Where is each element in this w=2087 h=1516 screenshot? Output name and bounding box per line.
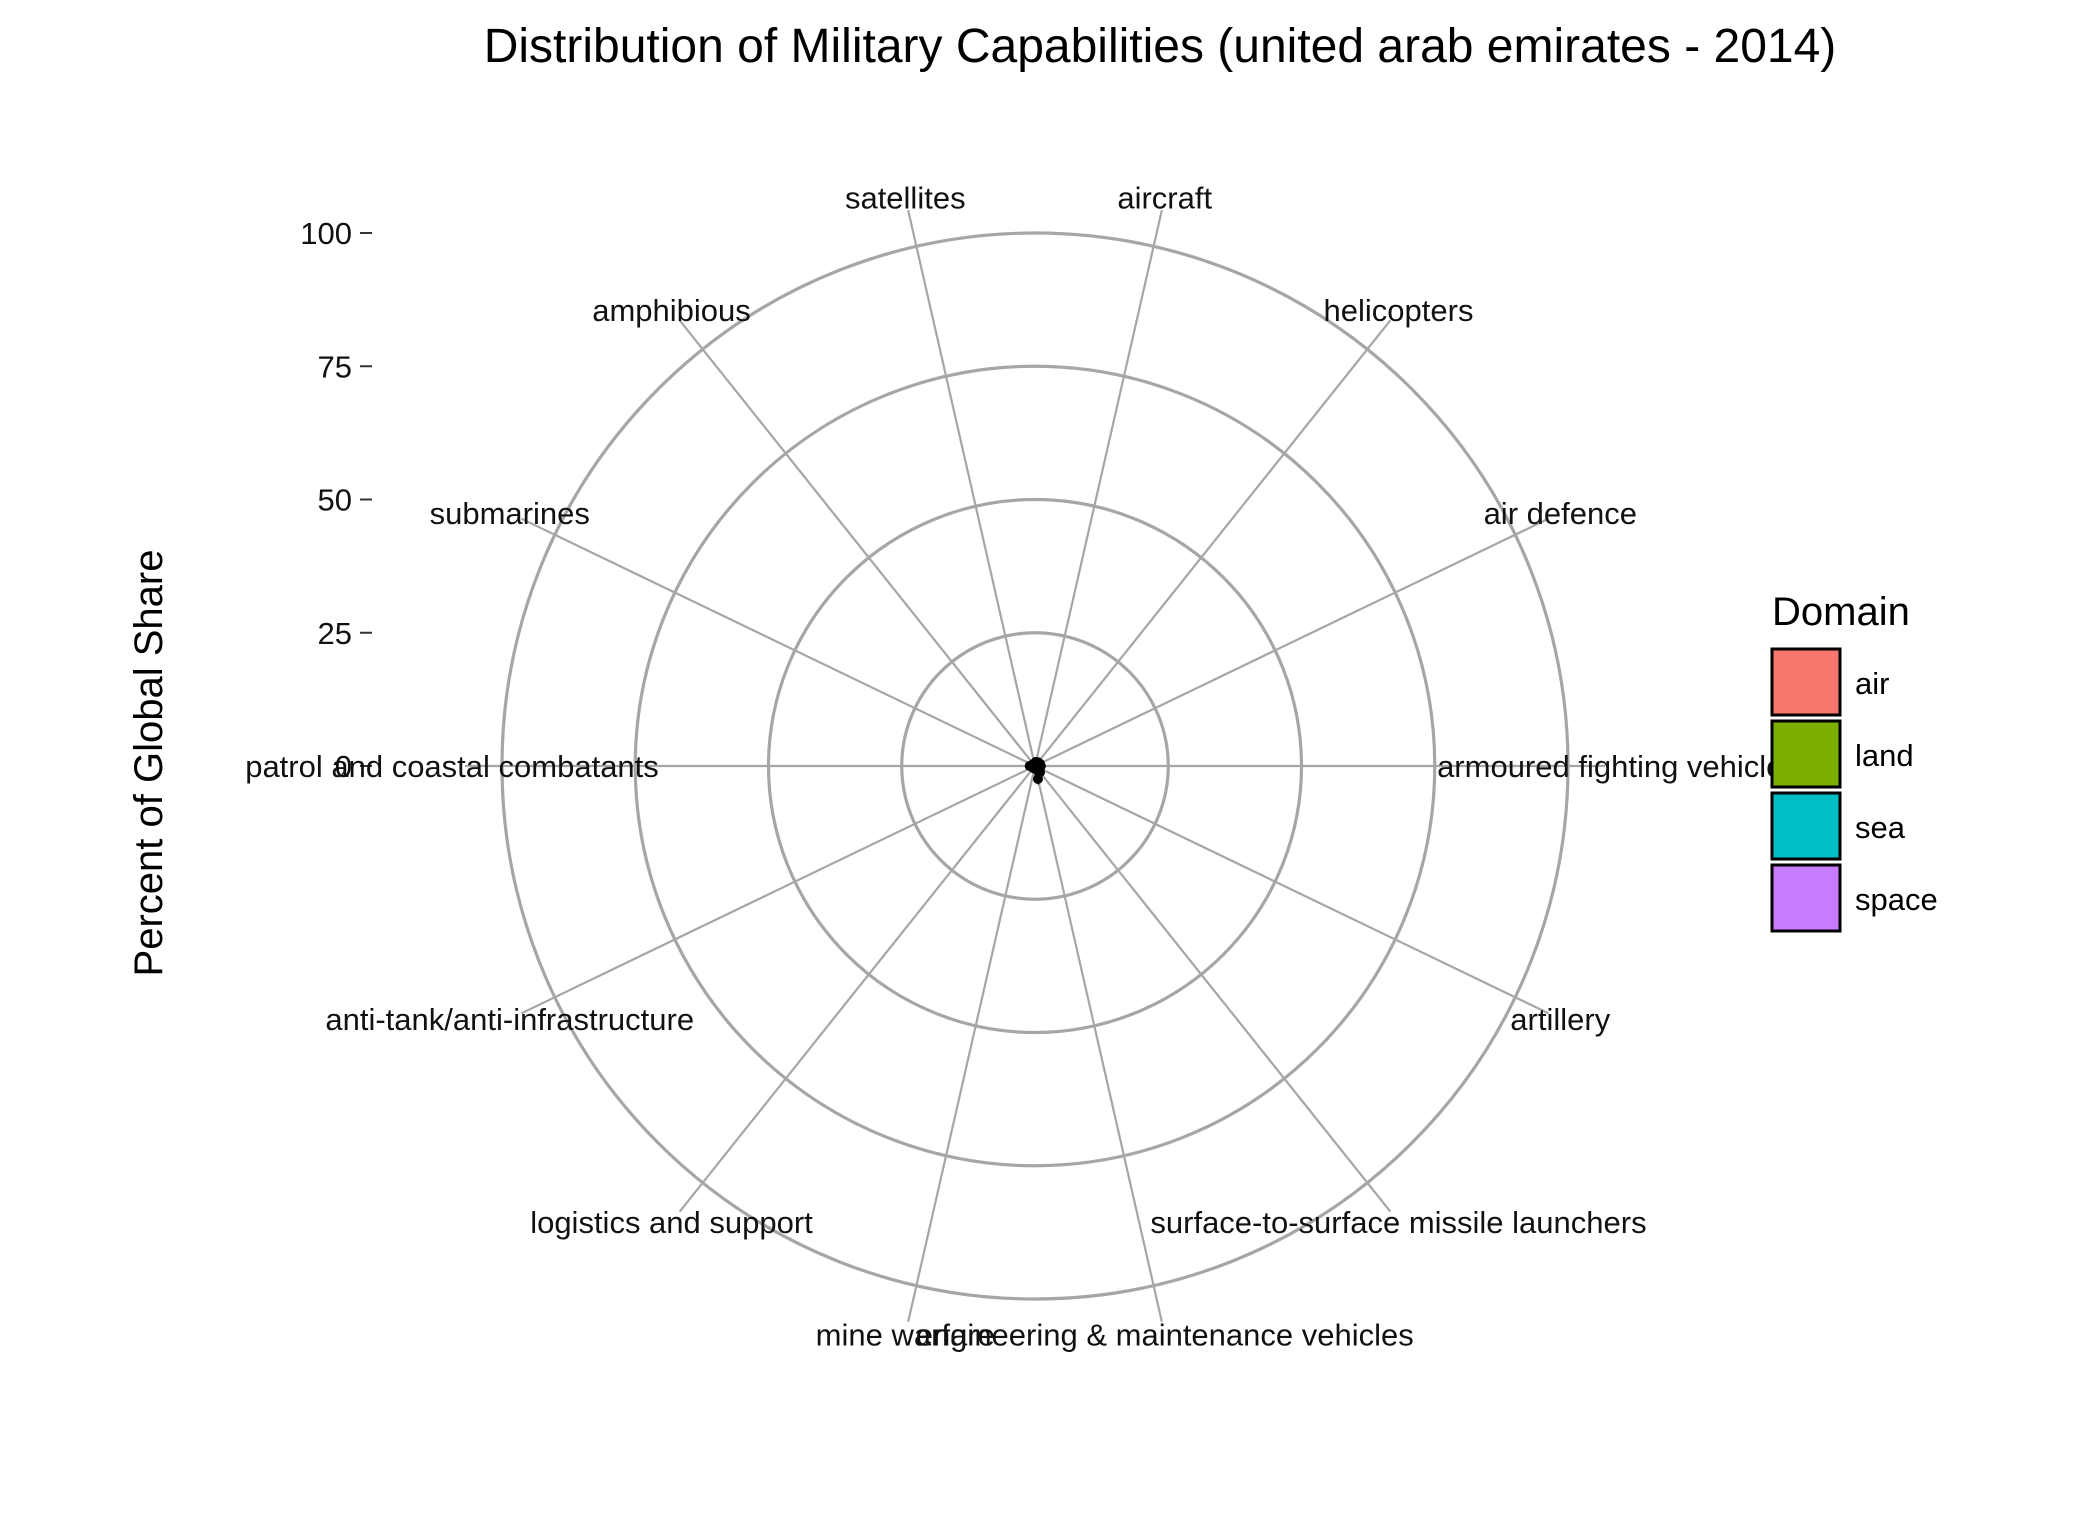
legend-label-land: land	[1855, 738, 1914, 773]
category-label: amphibious	[592, 293, 751, 328]
legend-swatch-sea	[1770, 791, 1842, 861]
legend-title: Domain	[1772, 590, 1910, 634]
spoke-line	[678, 765, 1036, 1213]
category-label: armoured fighting vehicles	[1437, 749, 1799, 784]
y-tick-label: 50	[318, 483, 352, 518]
y-axis-ticks: 0 25 50 75 100	[300, 216, 372, 784]
y-tick-label: 25	[318, 616, 352, 651]
legend-label-space: space	[1855, 882, 1938, 917]
spoke-line	[907, 210, 1037, 767]
spoke-line	[1034, 319, 1392, 767]
category-label: surface-to-surface missile launchers	[1150, 1205, 1646, 1240]
category-label: artillery	[1510, 1002, 1610, 1037]
category-labels: aircraft helicopters air defence armoured f…	[245, 181, 1799, 1353]
y-tick-label: 75	[318, 349, 352, 384]
legend-swatch-air	[1770, 647, 1842, 717]
data-point	[1030, 761, 1040, 771]
spoke-line	[1033, 765, 1163, 1322]
category-label: aircraft	[1117, 181, 1212, 216]
y-axis-label: Percent of Global Share	[127, 550, 171, 977]
data-point	[1032, 773, 1043, 784]
legend-swatch-space	[1770, 863, 1842, 933]
category-label: engineering & maintenance vehicles	[916, 1317, 1414, 1352]
spoke-line	[678, 319, 1036, 767]
spoke-line	[1033, 210, 1163, 767]
legend-label-sea: sea	[1855, 810, 1906, 845]
spoke-line	[520, 517, 1036, 767]
legend: Domain air land sea space	[1770, 590, 1938, 933]
y-tick-label: 0	[335, 749, 352, 784]
legend-label-air: air	[1855, 666, 1889, 701]
chart-title: Distribution of Military Capabilities (u…	[484, 20, 1837, 73]
radial-grid	[465, 210, 1605, 1322]
spoke-line	[1034, 517, 1550, 767]
y-tick-label: 100	[300, 216, 352, 251]
data-series	[1024, 756, 1046, 786]
spoke-line	[907, 765, 1037, 1322]
category-label: anti-tank/anti-infrastructure	[325, 1002, 694, 1037]
category-label: air defence	[1484, 496, 1637, 531]
category-label: patrol and coastal combatants	[245, 749, 659, 784]
category-label: satellites	[845, 181, 966, 216]
category-label: mine warfare	[816, 1317, 995, 1352]
category-label: helicopters	[1324, 293, 1474, 328]
spoke-line	[1034, 765, 1392, 1213]
legend-swatch-land	[1770, 719, 1842, 789]
spoke-line	[520, 765, 1036, 1015]
category-label: logistics and support	[530, 1205, 813, 1240]
spoke-line	[1034, 765, 1550, 1015]
category-label: submarines	[430, 496, 590, 531]
